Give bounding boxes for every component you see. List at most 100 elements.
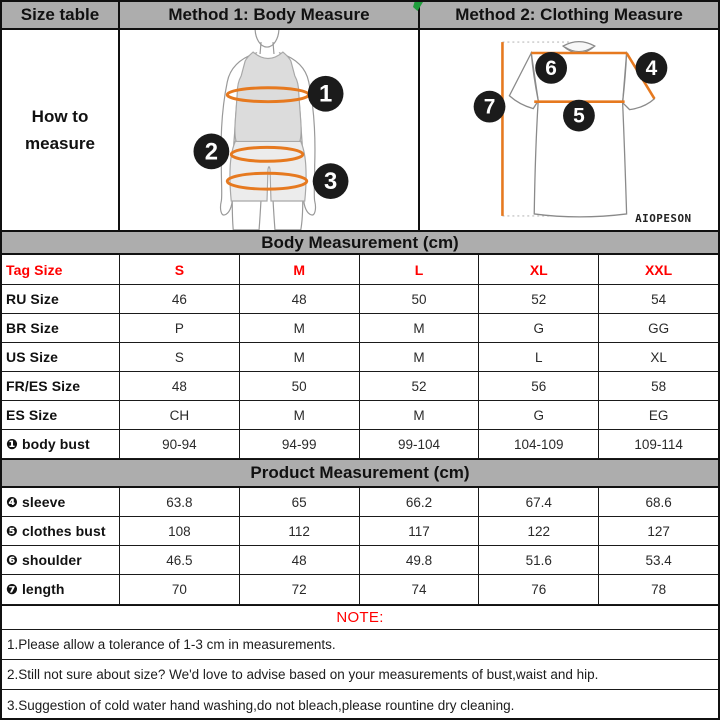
- table-cell: S: [120, 343, 240, 371]
- body-measurement-title: Body Measurement (cm): [2, 232, 718, 255]
- table-cell: 109-114: [634, 436, 683, 452]
- table-cell: 70: [120, 575, 240, 604]
- note-title-row: NOTE:: [2, 605, 718, 630]
- how-to-measure-label: How to measure: [25, 106, 95, 153]
- table-cell: M: [360, 343, 480, 371]
- table-cell: 48: [120, 372, 240, 400]
- table-cell: 76: [479, 575, 600, 604]
- row-label: RU Size: [2, 285, 120, 313]
- svg-text:6: 6: [545, 57, 557, 80]
- table-cell: 52: [479, 285, 600, 313]
- table-cell: 117: [360, 517, 480, 545]
- size-col-s: S: [120, 255, 240, 284]
- table-cell: 72: [240, 575, 360, 604]
- table-cell: 122: [479, 517, 600, 545]
- note-row-3: 3.Suggestion of cold water hand washing,…: [2, 690, 718, 718]
- row-label: US Size: [2, 343, 120, 371]
- note-title: NOTE:: [336, 609, 384, 626]
- table-cell: M: [360, 401, 480, 429]
- measure-point-3-badge: 3: [312, 163, 349, 200]
- measure-point-5-badge: 5: [563, 99, 595, 132]
- measure-point-4-badge: 4: [635, 52, 668, 84]
- svg-text:2: 2: [205, 138, 218, 165]
- table-cell: 56: [479, 372, 600, 400]
- row-label: Tag Size: [2, 255, 120, 284]
- svg-text:5: 5: [573, 105, 585, 128]
- table-cell: 104-109: [479, 430, 600, 458]
- body-figure-icon: 1 2 3: [193, 30, 349, 230]
- body-measure-illustration: 1 2 3: [120, 30, 420, 230]
- size-col-xxl: XXL: [644, 261, 673, 278]
- header-size-table: Size table: [2, 2, 120, 28]
- table-cell: 50: [240, 372, 360, 400]
- hip-measure-line: [225, 171, 309, 191]
- table-cell: M: [360, 314, 480, 342]
- table-cell: P: [120, 314, 240, 342]
- table-cell: G: [479, 314, 600, 342]
- size-col-m: M: [240, 255, 360, 284]
- table-cell: L: [479, 343, 600, 371]
- note-text: 2.Still not sure about size? We'd love t…: [7, 667, 599, 682]
- row-label: BR Size: [2, 314, 120, 342]
- table-row-br: BR Size P M M G GG: [2, 314, 718, 343]
- table-cell: GG: [648, 320, 670, 336]
- green-corner-artifact: [413, 2, 423, 11]
- header-method1: Method 1: Body Measure: [120, 2, 420, 28]
- table-cell: 63.8: [120, 488, 240, 516]
- table-cell: 90-94: [120, 430, 240, 458]
- table-cell: 65: [240, 488, 360, 516]
- table-cell: M: [240, 314, 360, 342]
- waist-measure-line: [229, 145, 305, 163]
- table-cell: 74: [360, 575, 480, 604]
- table-cell: M: [240, 401, 360, 429]
- table-cell: EG: [648, 407, 669, 423]
- table-cell: 112: [240, 517, 360, 545]
- measure-point-6-badge: 6: [535, 52, 568, 84]
- table-cell: 67.4: [479, 488, 600, 516]
- table-cell: CH: [120, 401, 240, 429]
- brand-label: AIOPESON: [635, 212, 692, 225]
- size-col-xl: XL: [479, 255, 600, 284]
- table-cell: G: [479, 401, 600, 429]
- header-method2: Method 2: Clothing Measure: [455, 5, 683, 24]
- row-label: ❹ sleeve: [2, 488, 120, 516]
- row-label: ES Size: [2, 401, 120, 429]
- table-row-body-bust: ❶ body bust 90-94 94-99 99-104 104-109 1…: [2, 430, 718, 459]
- table-cell: 52: [360, 372, 480, 400]
- table-row-us: US Size S M M L XL: [2, 343, 718, 372]
- product-measurement-title: Product Measurement (cm): [2, 459, 718, 488]
- table-cell: 51.6: [479, 546, 600, 574]
- size-col-l: L: [360, 255, 480, 284]
- table-cell: 48: [240, 285, 360, 313]
- table-cell: 94-99: [240, 430, 360, 458]
- table-cell: 108: [120, 517, 240, 545]
- table-cell: XL: [650, 349, 667, 365]
- row-label: ❺ clothes bust: [2, 517, 120, 545]
- measure-point-2-badge: 2: [193, 133, 230, 170]
- table-cell: 46.5: [120, 546, 240, 574]
- table-cell: 66.2: [360, 488, 480, 516]
- measure-point-7-badge: 7: [473, 90, 506, 123]
- how-to-measure-cell: How to measure: [2, 30, 120, 230]
- table-row-fres: FR/ES Size 48 50 52 56 58: [2, 372, 718, 401]
- tag-size-row: Tag Size S M L XL XXL: [2, 255, 718, 285]
- row-label: ❶ body bust: [2, 430, 120, 458]
- table-cell: 48: [240, 546, 360, 574]
- table-cell: 54: [651, 291, 667, 307]
- table-cell: 99-104: [360, 430, 480, 458]
- table-cell: 50: [360, 285, 480, 313]
- row-label: ❻ shoulder: [2, 546, 120, 574]
- svg-text:1: 1: [319, 81, 332, 108]
- table-row-length: ❼ length 70 72 74 76 78: [2, 575, 718, 605]
- svg-text:7: 7: [484, 96, 496, 119]
- note-text: 3.Suggestion of cold water hand washing,…: [7, 697, 515, 713]
- table-cell: 127: [647, 523, 670, 539]
- row-label: ❼ length: [2, 575, 120, 604]
- row-label: FR/ES Size: [2, 372, 120, 400]
- table-cell: 78: [651, 582, 667, 597]
- table-cell: 49.8: [360, 546, 480, 574]
- note-text: 1.Please allow a tolerance of 1-3 cm in …: [7, 637, 336, 652]
- table-cell: 68.6: [645, 494, 672, 510]
- table-row-es: ES Size CH M M G EG: [2, 401, 718, 430]
